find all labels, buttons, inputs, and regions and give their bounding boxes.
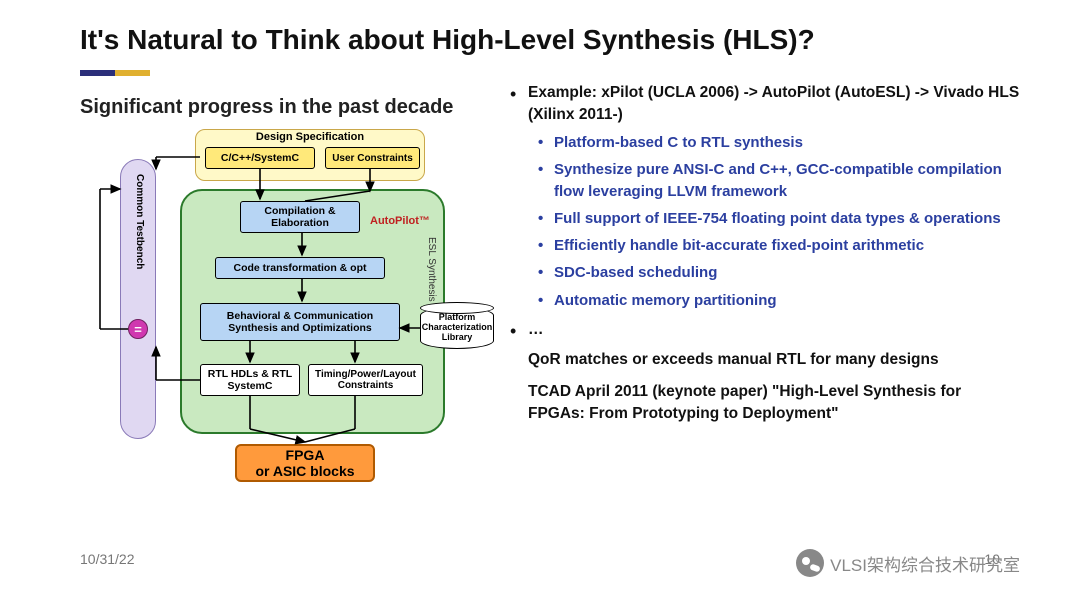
rtl-hdl-box: RTL HDLs & RTL SystemC (200, 364, 300, 396)
watermark: VLSI架构综合技术研究室 (796, 549, 1020, 577)
sub-bullet-5: Automatic memory partitioning (528, 290, 1020, 311)
sub-bullet-1: Synthesize pure ANSI-C and C++, GCC-comp… (528, 159, 1020, 202)
tcad-text: TCAD April 2011 (keynote paper) "High-Le… (508, 381, 1020, 425)
sub-bullet-0: Platform-based C to RTL synthesis (528, 132, 1020, 153)
user-constraints-box: User Constraints (325, 147, 420, 169)
code-opt-box: Code transformation & opt (215, 257, 385, 279)
slide-title: It's Natural to Think about High-Level S… (80, 24, 1020, 56)
bullet-example: Example: xPilot (UCLA 2006) -> AutoPilot… (508, 82, 1020, 311)
cylinder-top (420, 302, 494, 314)
title-underline (80, 70, 150, 76)
eq-node: = (128, 319, 148, 339)
footer-date: 10/31/22 (80, 551, 135, 567)
design-spec-label: Design Specification (196, 131, 424, 143)
testbench-label: Common Testbench (134, 174, 145, 269)
bullet-ellipsis: … (508, 319, 1020, 341)
autopilot-label: AutoPilot™ (370, 215, 430, 227)
timing-box: Timing/Power/Layout Constraints (308, 364, 423, 396)
qor-text: QoR matches or exceeds manual RTL for ma… (508, 349, 1020, 371)
slide: It's Natural to Think about High-Level S… (0, 0, 1080, 589)
subtitle: Significant progress in the past decade (80, 96, 480, 119)
compilation-box: Compilation & Elaboration (240, 201, 360, 233)
left-column: Significant progress in the past decade … (80, 80, 480, 529)
behavioral-box: Behavioral & Communication Synthesis and… (200, 303, 400, 341)
fpga-box: FPGA or ASIC blocks (235, 444, 375, 482)
sub-bullet-4: SDC-based scheduling (528, 262, 1020, 283)
esl-label: ESL Synthesis (426, 237, 437, 302)
bullet-example-text: Example: xPilot (UCLA 2006) -> AutoPilot… (528, 84, 1019, 123)
right-column: Example: xPilot (UCLA 2006) -> AutoPilot… (508, 80, 1020, 529)
autopilot-diagram: Design Specification C/C++/SystemC User Co… (80, 129, 480, 529)
c-systemc-box: C/C++/SystemC (205, 147, 315, 169)
sub-bullet-3: Efficiently handle bit-accurate fixed-po… (528, 235, 1020, 256)
watermark-text: VLSI架构综合技术研究室 (830, 551, 1020, 576)
wechat-icon (796, 549, 824, 577)
sub-bullet-2: Full support of IEEE-754 floating point … (528, 208, 1020, 229)
